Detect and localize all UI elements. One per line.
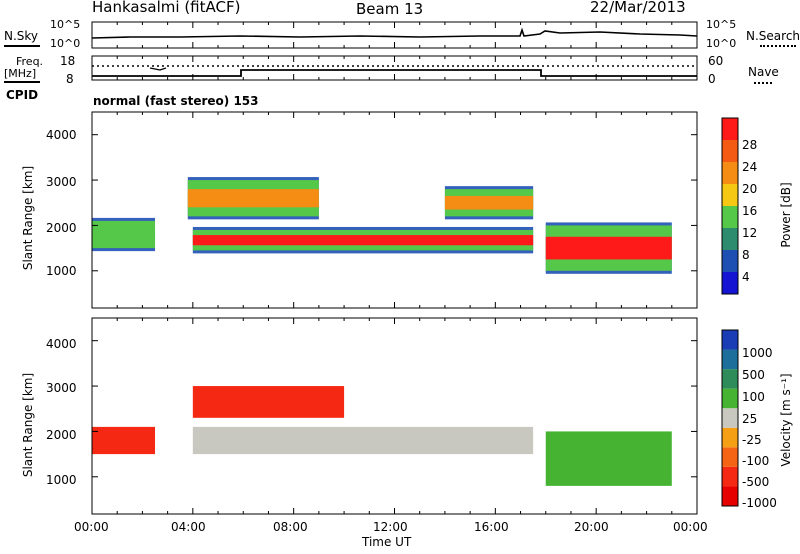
axis-ticks: [91, 22, 698, 514]
station-title: Hankasalmi (fitACF): [92, 0, 241, 16]
vel-cb-segment-4: [722, 408, 738, 428]
xtick-08: 08:00: [273, 520, 308, 534]
velocity-colorbar: [721, 329, 739, 507]
xtick-04: 04:00: [171, 520, 206, 534]
power-cb-segment-3: [722, 206, 738, 228]
power-band-core-4: [92, 227, 156, 242]
vel-cb-tick-m25: -25: [742, 433, 762, 447]
power-cb-segment-6: [722, 140, 738, 162]
power-ytick-1000: 1000: [46, 264, 77, 278]
beam-title: Beam 13: [356, 0, 424, 18]
xtick-20: 20:00: [574, 520, 609, 534]
vel-cb-segment-0: [722, 486, 738, 506]
vel-ytick-4000: 4000: [46, 337, 77, 351]
power-band-core-0: [192, 235, 534, 246]
power-cb-segment-7: [722, 118, 738, 140]
freq-legend-line: [4, 81, 40, 83]
xaxis-label: Time UT: [362, 535, 412, 549]
power-panel-frame: [91, 111, 698, 309]
power-cb-segment-1: [722, 250, 738, 272]
vel-cb-tick-500: 500: [742, 368, 765, 382]
vel-cb-tick-100: 100: [742, 390, 765, 404]
vel-cb-tick-1000: 1000: [742, 346, 773, 360]
power-ytick-3000: 3000: [46, 175, 77, 189]
xtick-00-start: 00:00: [74, 520, 109, 534]
power-cb-segment-5: [722, 162, 738, 184]
noise-search-legend-line: [760, 45, 796, 47]
velocity-band-0: [192, 426, 534, 455]
power-cb-frame: [721, 117, 739, 295]
power-cb-segment-0: [722, 272, 738, 294]
vel-cb-frame: [721, 329, 739, 507]
power-cb-tick-4: 4: [742, 270, 750, 284]
freq-label-2: [MHz]: [4, 67, 37, 80]
vel-ytick-1000: 1000: [46, 473, 77, 487]
noise-right-tick-top: 10^5: [706, 18, 737, 31]
power-ytick-4000: 4000: [46, 128, 77, 142]
vel-cb-segment-1: [722, 466, 738, 487]
power-band-core-2: [187, 189, 319, 208]
vel-cb-segment-7: [722, 349, 738, 370]
freq-trace: [92, 69, 697, 77]
noise-search-label: N.Search: [746, 29, 800, 43]
noise-right-tick-bottom: 10^0: [706, 37, 737, 50]
vel-ytick-3000: 3000: [46, 381, 77, 395]
noise-sky-trace: [91, 27, 698, 39]
power-cb-segment-4: [722, 184, 738, 206]
power-ytick-2000: 2000: [46, 221, 77, 235]
vel-cb-tick-25: 25: [742, 412, 758, 426]
power-cb-tick-28: 28: [742, 138, 758, 152]
freq-left-tick-bottom: 8: [66, 72, 74, 86]
noise-left-tick-top: 10^5: [50, 18, 81, 31]
velocity-band-2: [192, 386, 345, 418]
xtick-12: 12:00: [373, 520, 408, 534]
power-cb-tick-8: 8: [742, 248, 750, 262]
nave-dip: [149, 67, 167, 71]
nave-legend-line: [754, 82, 772, 84]
nave-right-tick-top: 60: [708, 54, 724, 68]
freq-label-1: Freq.: [16, 55, 44, 68]
nave-label: Nave: [748, 65, 779, 79]
nave-right-tick-bottom: 0: [708, 72, 716, 86]
date-title: 22/Mar/2013: [590, 0, 686, 16]
vel-cb-segment-3: [722, 427, 738, 448]
noise-left-tick-bottom: 10^0: [50, 37, 81, 50]
power-colorbar: [721, 117, 739, 295]
power-band-core-3: [444, 195, 534, 210]
vel-cb-tick-m500: -500: [742, 475, 770, 489]
power-cb-segment-2: [722, 228, 738, 250]
cpid-text: normal (fast stereo) 153: [93, 94, 259, 108]
velocity-band-3: [92, 426, 156, 455]
velocity-heatmap: [92, 386, 672, 486]
power-cb-tick-20: 20: [742, 182, 758, 196]
vel-cb-segment-5: [722, 388, 738, 409]
xtick-00-end: 00:00: [673, 520, 708, 534]
cpid-label: CPID: [6, 88, 39, 102]
vel-cb-segment-8: [722, 330, 738, 350]
vel-cb-tick-m1000: -1000: [742, 496, 777, 510]
vel-cb-tick-m100: -100: [742, 454, 770, 468]
vel-cb-segment-2: [722, 447, 738, 467]
vel-cb-segment-6: [722, 369, 738, 389]
noise-sky-label: N.Sky: [4, 29, 39, 43]
power-cb-tick-24: 24: [742, 160, 758, 174]
power-heatmap: [92, 177, 672, 274]
power-cb-tick-16: 16: [742, 204, 758, 218]
noise-sky-legend-line: [4, 45, 40, 47]
xtick-16: 16:00: [474, 520, 509, 534]
velocity-band-1: [545, 431, 672, 486]
power-band-core-1: [545, 236, 672, 260]
vel-ytick-2000: 2000: [46, 428, 77, 442]
power-cb-tick-12: 12: [742, 226, 758, 240]
freq-left-tick-top: 18: [60, 54, 76, 68]
